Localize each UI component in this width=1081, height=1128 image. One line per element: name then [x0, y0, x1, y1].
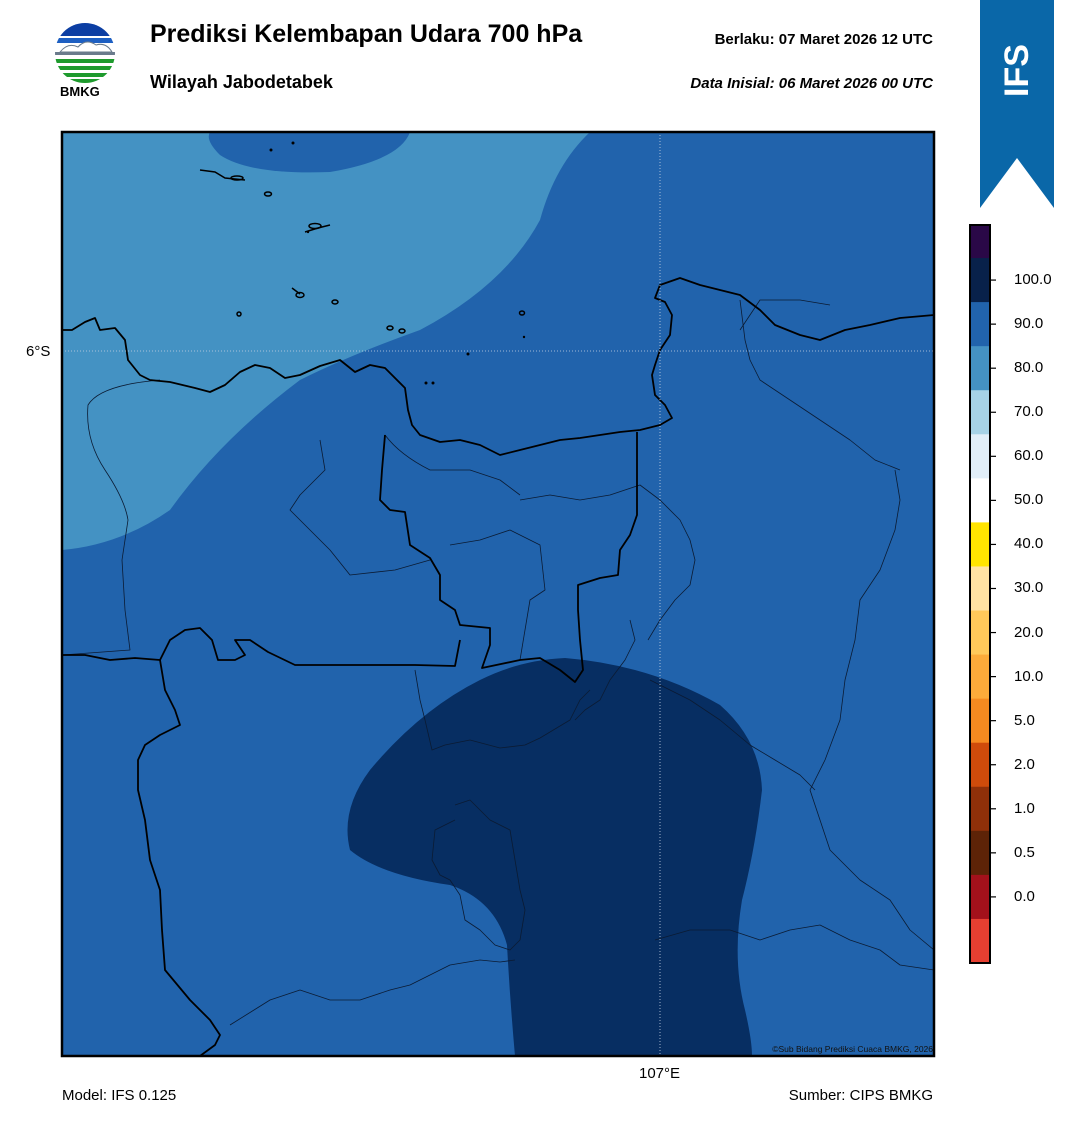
- humidity-zone-mid-north: [208, 132, 410, 173]
- colorbar-label: 5.0: [1014, 711, 1035, 729]
- colorbar-block: [970, 478, 990, 523]
- bmkg-logo-icon: [55, 23, 115, 83]
- colorbar-label: 50.0: [1014, 491, 1044, 509]
- map-subtitle: Wilayah Jabodetabek: [150, 72, 333, 92]
- colorbar-block: [970, 522, 990, 567]
- colorbar-label: 70.0: [1014, 403, 1044, 421]
- lat-tick-label: 6°S: [26, 343, 51, 360]
- colorbar-block: [970, 434, 990, 479]
- colorbar-label: 80.0: [1014, 359, 1044, 377]
- colorbar-label: 1.0: [1014, 799, 1035, 817]
- colorbar-block: [970, 302, 990, 347]
- colorbar-label: 0.5: [1014, 843, 1035, 861]
- colorbar-label: 2.0: [1014, 755, 1035, 773]
- humidity-zone-light: [62, 132, 590, 550]
- colorbar-label: 20.0: [1014, 623, 1044, 641]
- colorbar-block: [970, 566, 990, 612]
- lon-tick-label: 107°E: [639, 1065, 681, 1082]
- colorbar-block: [970, 654, 990, 700]
- colorbar-block: [970, 258, 990, 303]
- valid-time: Berlaku: 07 Maret 2026 12 UTC: [714, 31, 933, 48]
- colorbar-label: 40.0: [1014, 535, 1044, 553]
- colorbar-block: [970, 346, 990, 391]
- colorbar-label: 100.0: [1014, 271, 1052, 289]
- source-label: Sumber: CIPS BMKG: [788, 1087, 933, 1104]
- init-time: Data Inisial: 06 Maret 2026 00 UTC: [690, 75, 933, 92]
- humidity-zone-dark: [347, 658, 762, 1056]
- map-frame: [60, 130, 936, 1058]
- colorbar-block: [970, 874, 990, 920]
- colorbar-block: [970, 698, 990, 744]
- map-title: Prediksi Kelembapan Udara 700 hPa: [150, 20, 583, 48]
- colorbar-label: 10.0: [1014, 667, 1044, 685]
- ifs-ribbon: [980, 0, 1054, 208]
- colorbar-label: 0.0: [1014, 887, 1035, 905]
- colorbar-label: 90.0: [1014, 315, 1044, 333]
- colorbar-label: 60.0: [1014, 447, 1044, 465]
- colorbar-block: [970, 742, 990, 788]
- colorbar-block: [970, 390, 990, 435]
- colorbar-block: [970, 918, 990, 964]
- colorbar-block: [970, 830, 990, 876]
- colorbar-block: [970, 610, 990, 656]
- credit-text: ©Sub Bidang Prediksi Cuaca BMKG, 2026: [772, 1044, 933, 1054]
- colorbar-label: 30.0: [1014, 579, 1044, 597]
- colorbar-block: [970, 225, 990, 259]
- colorbar-block: [970, 786, 990, 832]
- logo-text: BMKG: [60, 84, 100, 99]
- model-label: Model: IFS 0.125: [62, 1087, 177, 1104]
